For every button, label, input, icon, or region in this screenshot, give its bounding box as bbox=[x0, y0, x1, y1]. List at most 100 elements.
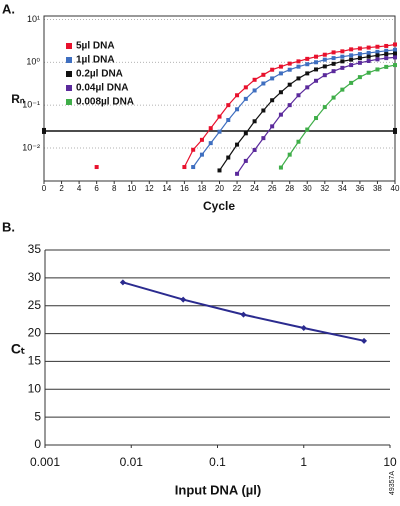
point bbox=[340, 54, 345, 59]
point bbox=[314, 78, 319, 83]
point bbox=[270, 98, 275, 103]
point bbox=[349, 53, 354, 58]
point bbox=[322, 73, 327, 78]
point bbox=[226, 118, 231, 123]
point bbox=[393, 47, 397, 52]
point bbox=[331, 61, 336, 66]
y-tick-label: 10¹ bbox=[27, 14, 40, 24]
point bbox=[261, 72, 266, 77]
point bbox=[349, 63, 354, 68]
point bbox=[331, 95, 336, 100]
plot-frame bbox=[43, 15, 396, 182]
legend-marker bbox=[66, 85, 72, 91]
point bbox=[375, 57, 380, 62]
point bbox=[322, 52, 327, 57]
y-tick-label: 10 bbox=[28, 381, 42, 395]
point bbox=[296, 139, 301, 144]
point bbox=[278, 71, 283, 76]
point bbox=[322, 57, 327, 62]
y-tick-label: 25 bbox=[28, 298, 42, 312]
point bbox=[393, 42, 397, 47]
x-tick-label: 24 bbox=[250, 184, 259, 193]
x-axis-label: Input DNA (µl) bbox=[175, 482, 261, 497]
point bbox=[349, 57, 354, 62]
figure-id: 49357A bbox=[389, 471, 396, 495]
x-axis-label: Cycle bbox=[203, 199, 235, 213]
point bbox=[252, 88, 257, 93]
x-tick-label: 38 bbox=[373, 184, 382, 193]
point bbox=[287, 61, 292, 66]
point bbox=[278, 64, 283, 69]
point bbox=[235, 107, 240, 112]
point bbox=[384, 64, 389, 69]
point bbox=[208, 141, 213, 146]
y-axis-label: Cₜ bbox=[11, 341, 25, 357]
x-tick-label: 4 bbox=[77, 184, 82, 193]
x-tick-label: 1 bbox=[300, 455, 307, 469]
point bbox=[208, 126, 213, 131]
point bbox=[314, 67, 319, 72]
point bbox=[235, 171, 240, 176]
y-tick-label: 15 bbox=[28, 354, 42, 368]
point bbox=[305, 71, 310, 76]
legend-label: 0.008µl DNA bbox=[76, 97, 134, 108]
point bbox=[278, 112, 283, 117]
legend-label: 0.2µl DNA bbox=[76, 69, 123, 80]
legend-label: 0.04µl DNA bbox=[76, 83, 128, 94]
point bbox=[199, 137, 204, 142]
point bbox=[375, 44, 380, 49]
legend-marker bbox=[66, 99, 72, 105]
x-tick-label: 34 bbox=[338, 184, 347, 193]
y-tick-label: 10⁻¹ bbox=[22, 100, 40, 110]
y-tick-label: 5 bbox=[34, 409, 41, 423]
point bbox=[296, 93, 301, 98]
point bbox=[361, 337, 368, 344]
panel-label: A. bbox=[2, 1, 15, 16]
series-line bbox=[236, 56, 396, 175]
point bbox=[393, 63, 397, 68]
point bbox=[300, 325, 307, 331]
point bbox=[243, 158, 248, 163]
point bbox=[366, 54, 371, 59]
point bbox=[278, 165, 283, 170]
point bbox=[375, 67, 380, 72]
point bbox=[287, 67, 292, 72]
x-tick-label: 2 bbox=[59, 184, 64, 193]
point bbox=[375, 53, 380, 58]
point bbox=[331, 69, 336, 74]
y-tick-label: 20 bbox=[28, 326, 42, 340]
point bbox=[375, 49, 380, 54]
x-tick-label: 0.01 bbox=[120, 455, 144, 469]
x-tick-label: 30 bbox=[303, 184, 312, 193]
point bbox=[296, 59, 301, 64]
y-tick-label: 35 bbox=[28, 242, 42, 256]
x-tick-label: 14 bbox=[162, 184, 171, 193]
point bbox=[366, 45, 371, 50]
point bbox=[305, 127, 310, 132]
point bbox=[314, 60, 319, 65]
x-tick-label: 28 bbox=[285, 184, 294, 193]
point bbox=[235, 93, 240, 98]
point bbox=[226, 103, 231, 108]
point bbox=[287, 82, 292, 87]
point bbox=[243, 96, 248, 101]
point bbox=[252, 147, 257, 152]
x-tick-label: 8 bbox=[112, 184, 117, 193]
series-line bbox=[280, 64, 396, 168]
x-tick-label: 10 bbox=[383, 455, 397, 469]
point bbox=[191, 147, 196, 152]
point bbox=[296, 64, 301, 69]
series-line bbox=[192, 49, 396, 168]
point bbox=[384, 48, 389, 53]
point bbox=[252, 119, 257, 124]
point bbox=[119, 279, 126, 286]
x-tick-label: 26 bbox=[268, 184, 277, 193]
point bbox=[349, 47, 354, 52]
point bbox=[226, 155, 231, 160]
y-axis-label: Rₙ bbox=[11, 92, 25, 106]
x-tick-label: 16 bbox=[180, 184, 189, 193]
x-tick-label: 36 bbox=[355, 184, 364, 193]
series-line bbox=[122, 281, 365, 342]
point bbox=[235, 142, 240, 147]
